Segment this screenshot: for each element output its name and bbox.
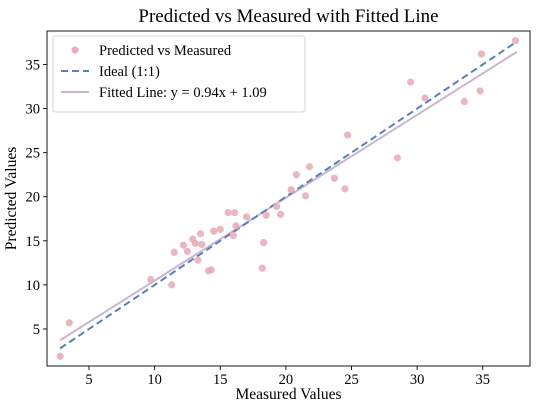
scatter-point bbox=[258, 264, 266, 272]
scatter-point bbox=[476, 87, 484, 95]
scatter-point bbox=[65, 319, 73, 327]
legend-label-scatter: Predicted vs Measured bbox=[99, 43, 232, 59]
x-tick-label: 20 bbox=[279, 372, 294, 388]
scatter-point bbox=[287, 186, 295, 194]
scatter-point bbox=[406, 78, 415, 86]
y-tick-label: 25 bbox=[26, 146, 41, 162]
scatter-point bbox=[229, 231, 237, 240]
scatter-point bbox=[393, 154, 402, 162]
x-axis-label: Measured Values bbox=[235, 386, 341, 403]
legend-scatter-marker bbox=[71, 46, 79, 54]
scatter-point bbox=[343, 131, 352, 139]
scatter-point bbox=[330, 174, 339, 182]
scatter-point bbox=[460, 97, 468, 106]
x-tick-label: 35 bbox=[476, 372, 491, 388]
x-tick-label: 10 bbox=[147, 372, 162, 388]
scatter-point bbox=[341, 185, 349, 193]
y-tick-label: 15 bbox=[26, 234, 41, 250]
scatter-point bbox=[198, 240, 206, 248]
scatter-point bbox=[477, 50, 486, 58]
scatter-point bbox=[277, 210, 285, 218]
scatter-point bbox=[292, 171, 300, 179]
scatter-point bbox=[147, 276, 155, 284]
scatter-point bbox=[242, 213, 251, 221]
x-tick-label: 30 bbox=[410, 372, 425, 388]
legend-label-fitted: Fitted Line: y = 0.94x + 1.09 bbox=[99, 85, 267, 101]
legend-box bbox=[52, 35, 306, 113]
scatter-point bbox=[56, 352, 64, 360]
scatter-point bbox=[421, 94, 429, 102]
ideal-line bbox=[59, 40, 518, 350]
scatter-point bbox=[207, 266, 215, 274]
fitted-line bbox=[59, 51, 518, 342]
scatter-point bbox=[301, 192, 310, 200]
x-tick-label: 25 bbox=[344, 372, 359, 388]
scatter-point bbox=[183, 247, 192, 255]
y-tick-label: 35 bbox=[26, 58, 41, 74]
legend-label-ideal: Ideal (1:1) bbox=[99, 64, 160, 80]
x-tick-label: 5 bbox=[85, 372, 92, 388]
scatter-point bbox=[216, 225, 224, 233]
scatter-point bbox=[259, 238, 268, 247]
scatter-point bbox=[231, 209, 239, 217]
scatter-point bbox=[305, 163, 314, 171]
y-tick-label: 10 bbox=[26, 278, 41, 294]
scatter-point bbox=[262, 211, 270, 219]
scatter-point bbox=[194, 256, 202, 264]
y-axis-label: Predicted Values bbox=[3, 147, 20, 250]
scatter-point bbox=[232, 222, 240, 230]
scatter-point bbox=[170, 248, 178, 256]
plot-frame bbox=[46, 30, 531, 367]
y-tick-label: 20 bbox=[26, 190, 41, 206]
y-tick-label: 30 bbox=[26, 102, 41, 118]
scatter-point bbox=[224, 209, 232, 217]
scatter-point bbox=[273, 202, 281, 211]
x-tick-label: 15 bbox=[213, 372, 228, 388]
chart-title: Predicted vs Measured with Fitted Line bbox=[138, 6, 438, 27]
scatter-point bbox=[179, 241, 188, 249]
y-tick-label: 5 bbox=[33, 322, 40, 338]
scatter-point bbox=[196, 230, 205, 238]
scatter-point bbox=[191, 239, 199, 248]
scatter-point bbox=[168, 281, 176, 289]
scatter-point bbox=[210, 227, 218, 235]
scatter-point bbox=[511, 37, 520, 45]
